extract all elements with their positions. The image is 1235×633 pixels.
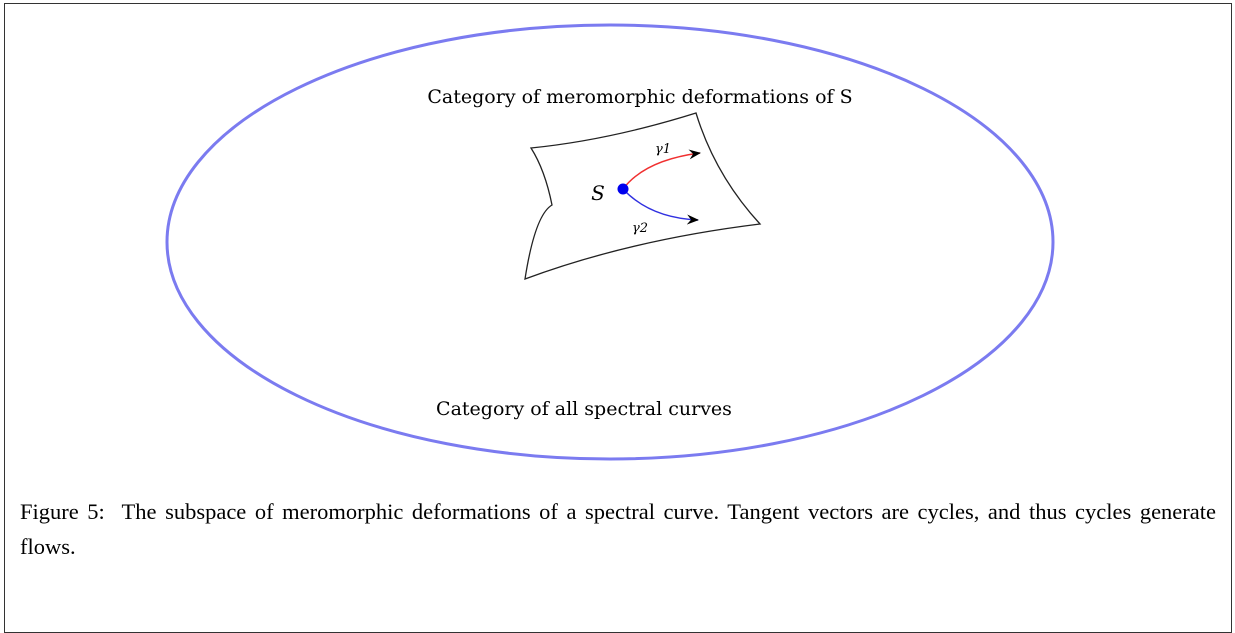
point-s bbox=[617, 183, 629, 195]
deformation-sheet bbox=[524, 112, 762, 280]
outer-label: Category of all spectral curves bbox=[436, 398, 732, 420]
diagram: Category of meromorphic deformations of … bbox=[165, 23, 1055, 461]
cycle-2-arrow bbox=[622, 188, 699, 225]
cycle-label: γ2 bbox=[632, 221, 648, 236]
cycle-1-arrow bbox=[622, 149, 701, 190]
inner-label: Category of meromorphic deformations of … bbox=[427, 86, 852, 108]
cycle-label: γ1 bbox=[655, 142, 671, 157]
caption-label: Figure 5: bbox=[20, 499, 105, 524]
point-label: S bbox=[591, 181, 605, 205]
caption: Figure 5: The subspace of meromorphic de… bbox=[20, 494, 1216, 564]
caption-text: The subspace of meromorphic deformations… bbox=[20, 499, 1217, 559]
outer-ellipse bbox=[165, 23, 1055, 461]
